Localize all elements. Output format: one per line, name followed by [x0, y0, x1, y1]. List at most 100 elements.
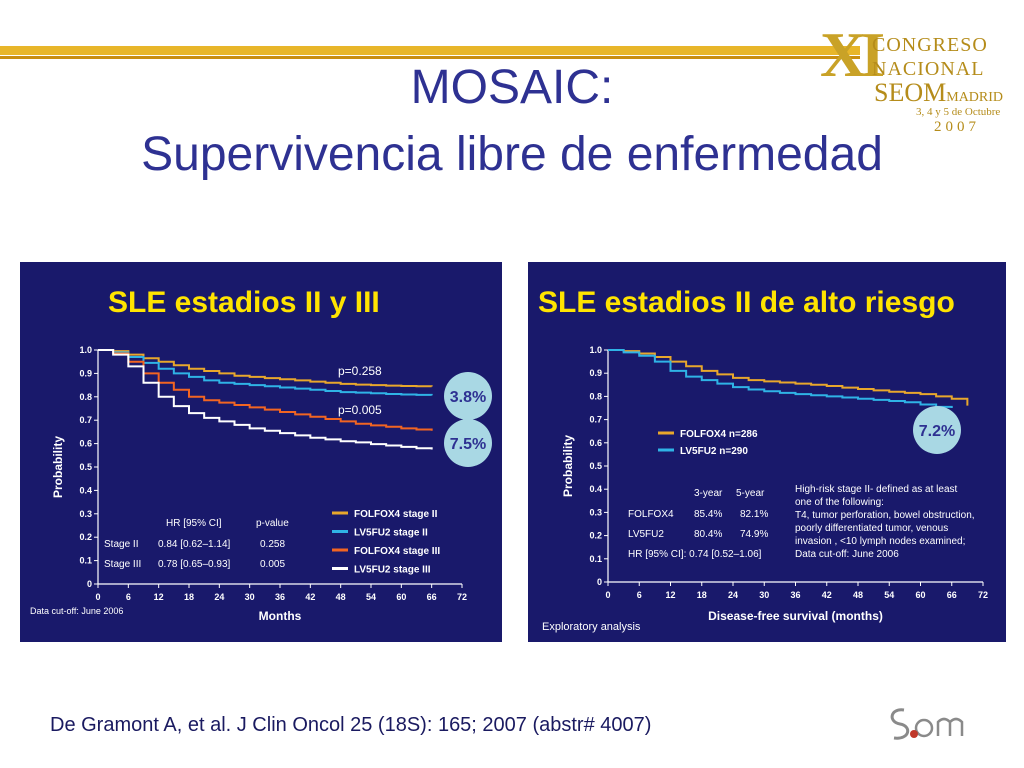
- x-tick-label: 24: [214, 592, 224, 602]
- y-tick-label: 0.6: [589, 438, 602, 448]
- y-tick-label: 0.7: [589, 415, 602, 425]
- chart2-rate-row1-3y: 85.4%: [694, 509, 722, 520]
- congress-logo-seom: SEOMMADRID: [874, 78, 1003, 108]
- chart2-rate-row2-label: LV5FU2: [628, 529, 664, 540]
- x-tick-label: 6: [637, 590, 642, 600]
- chart2-note-line4: poorly differentiated tumor, venous: [795, 523, 948, 534]
- chart1-hr-row2-hr: 0.78 [0.65–0.93]: [158, 559, 231, 570]
- y-tick-label: 1.0: [589, 345, 602, 355]
- x-tick-label: 12: [665, 590, 675, 600]
- y-tick-label: 0.8: [79, 392, 92, 402]
- chart1-hr-row1-label: Stage II: [104, 539, 138, 550]
- x-tick-label: 42: [822, 590, 832, 600]
- chart2-note-line2: one of the following:: [795, 497, 884, 508]
- x-tick-label: 72: [457, 592, 467, 602]
- x-tick-label: 54: [366, 592, 376, 602]
- x-tick-label: 30: [759, 590, 769, 600]
- chart2-note-line5: invasion , <10 lymph nodes examined;: [795, 536, 965, 547]
- series-line-1: [98, 349, 433, 396]
- chart1-hr-header-1: HR [95% CI]: [166, 518, 222, 529]
- chart2-hr: HR [95% CI]: 0.74 [0.52–1.06]: [628, 549, 762, 560]
- x-axis-label: Months: [259, 609, 302, 623]
- seom-footer-logo-text: SEOM: [930, 745, 933, 747]
- chart2-svg: 0 6 12 18 24 30 36 42 48 54 60 66 72 0 0.1 0.2 0.3 0.4 0.5…: [542, 345, 988, 633]
- congress-logo-city: MADRID: [946, 90, 1004, 105]
- y-tick-label: 0.3: [79, 509, 92, 519]
- x-tick-label: 18: [697, 590, 707, 600]
- chart-panel-stages-ii-iii: SLE estadios II y III 0 6 12 18 24 30 36 42 48 54…: [20, 262, 502, 642]
- chart2-badge-circle: [913, 406, 961, 454]
- legend-label-1: LV5FU2 n=290: [680, 446, 748, 457]
- congress-logo-year: 2007: [934, 119, 980, 135]
- chart1-hr-row1-p: 0.258: [260, 539, 285, 550]
- y-tick-label: 0.8: [589, 391, 602, 401]
- y-axis-label: Probability: [51, 436, 65, 498]
- series-line-1: [608, 349, 953, 408]
- congress-logo-roman: XI: [820, 19, 885, 90]
- x-tick-label: 12: [154, 592, 164, 602]
- y-tick-label: 0: [597, 577, 602, 587]
- x-tick-label: 66: [427, 592, 437, 602]
- chart1-p-value-1: p=0.258: [338, 364, 382, 378]
- chart1-title: SLE estadios II y III: [108, 286, 380, 319]
- series-line-0: [98, 349, 433, 388]
- legend-label-2: FOLFOX4 stage III: [354, 546, 440, 557]
- series-line-3: [98, 349, 433, 450]
- chart2-rate-header-2: 5-year: [736, 488, 765, 499]
- chart1-badge-1: 3.8%: [450, 389, 486, 406]
- y-tick-label: 0.5: [589, 461, 602, 471]
- x-tick-label: 72: [978, 590, 988, 600]
- reference-citation: De Gramont A, et al. J Clin Oncol 25 (18…: [50, 714, 652, 736]
- y-tick-label: 0.7: [79, 415, 92, 425]
- congress-logo: XI CONGRESO NACIONAL SEOMMADRID 3, 4 y 5…: [820, 18, 1020, 138]
- chart1-cutoff: Data cut-off: June 2006: [30, 606, 123, 616]
- legend-label-0: FOLFOX4 stage II: [354, 509, 438, 520]
- legend-label-1: LV5FU2 stage II: [354, 528, 428, 539]
- chart1-badge-2-circle: [444, 419, 492, 467]
- congress-logo-seom-text: SEOM: [874, 78, 947, 107]
- chart1-hr-header-2: p-value: [256, 518, 289, 529]
- chart1-hr-row2-label: Stage III: [104, 559, 141, 570]
- y-tick-label: 0.4: [79, 485, 92, 495]
- chart2-rate-row2-5y: 74.9%: [740, 529, 768, 540]
- x-tick-label: 60: [915, 590, 925, 600]
- chart2-rate-header-1: 3-year: [694, 488, 723, 499]
- legend-label-3: LV5FU2 stage III: [354, 565, 431, 576]
- chart2-title: SLE estadios II de alto riesgo: [538, 286, 955, 319]
- y-tick-label: 0.3: [589, 507, 602, 517]
- chart1-badge-2: 7.5%: [450, 436, 486, 453]
- y-tick-label: 0.2: [79, 532, 92, 542]
- x-tick-label: 18: [184, 592, 194, 602]
- x-tick-label: 66: [947, 590, 957, 600]
- x-tick-label: 6: [126, 592, 131, 602]
- chart2-note-line1: High-risk stage II- defined as at least: [795, 484, 958, 495]
- x-tick-label: 54: [884, 590, 894, 600]
- y-tick-label: 0.4: [589, 484, 602, 494]
- chart2-rate-row1-label: FOLFOX4: [628, 509, 674, 520]
- chart1-hr-row1-hr: 0.84 [0.62–1.14]: [158, 539, 231, 550]
- y-tick-label: 0.9: [79, 368, 92, 378]
- x-tick-label: 48: [853, 590, 863, 600]
- x-tick-label: 60: [396, 592, 406, 602]
- legend-label-0: FOLFOX4 n=286: [680, 429, 758, 440]
- header-gold-bar: [0, 46, 860, 55]
- series-line-0: [608, 349, 969, 406]
- x-tick-label: 24: [728, 590, 738, 600]
- chart1-badge-1-circle: [444, 372, 492, 420]
- y-tick-label: 1.0: [79, 345, 92, 355]
- y-tick-label: 0.6: [79, 439, 92, 449]
- chart1-p-value-2: p=0.005: [338, 403, 382, 417]
- x-tick-label: 36: [275, 592, 285, 602]
- congress-logo-line1: CONGRESO: [872, 34, 988, 56]
- chart2-rate-row1-5y: 82.1%: [740, 509, 768, 520]
- congress-logo-line2: NACIONAL: [872, 58, 985, 80]
- chart-panel-high-risk-stage-ii: SLE estadios II de alto riesgo 0 6 12 18 24 3…: [528, 262, 1006, 642]
- congress-logo-dates: 3, 4 y 5 de Octubre: [916, 106, 1001, 118]
- y-tick-label: 0.1: [79, 556, 92, 566]
- x-tick-label: 0: [605, 590, 610, 600]
- x-tick-label: 36: [790, 590, 800, 600]
- slide-title-line2: Supervivencia libre de enfermedad: [141, 128, 883, 181]
- series-line-2: [98, 349, 433, 431]
- slide-title-line1: MOSAIC:: [410, 61, 614, 114]
- y-tick-label: 0.2: [589, 531, 602, 541]
